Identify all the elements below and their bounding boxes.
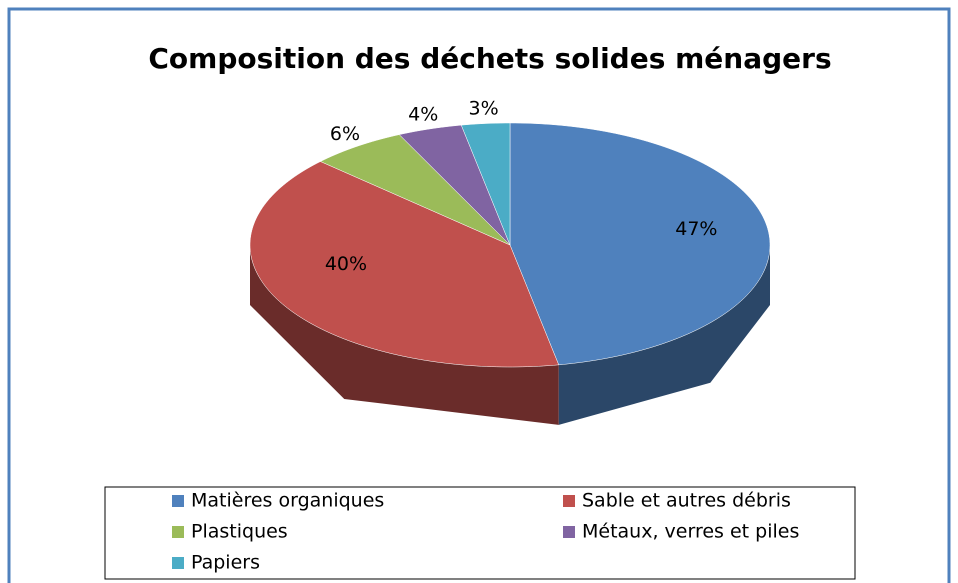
legend-swatch: [563, 526, 575, 538]
legend-label: Plastiques: [191, 521, 288, 543]
slice: [398, 124, 511, 246]
chart-title: Composition des déchets solides ménagers: [148, 42, 831, 75]
slice-side: [558, 245, 770, 425]
slice: [460, 122, 511, 246]
legend-swatch: [172, 557, 184, 569]
slice: [249, 161, 560, 368]
data-label: 6%: [330, 123, 360, 145]
legend-label: Matières organiques: [191, 490, 384, 512]
data-label: 3%: [468, 97, 498, 119]
legend-swatch: [172, 495, 184, 507]
legend-label: Sable et autres débris: [582, 490, 791, 512]
legend-box: [104, 486, 856, 580]
data-label: 47%: [675, 218, 717, 240]
data-label: 4%: [408, 104, 438, 126]
slice: [319, 134, 511, 246]
slice-side: [250, 245, 559, 425]
data-label: 40%: [325, 253, 367, 275]
slice: [509, 122, 771, 366]
legend-label: Papiers: [191, 552, 260, 574]
frame: [7, 7, 951, 583]
legend-swatch: [563, 495, 575, 507]
legend-label: Métaux, verres et piles: [582, 521, 799, 543]
legend-swatch: [172, 526, 184, 538]
